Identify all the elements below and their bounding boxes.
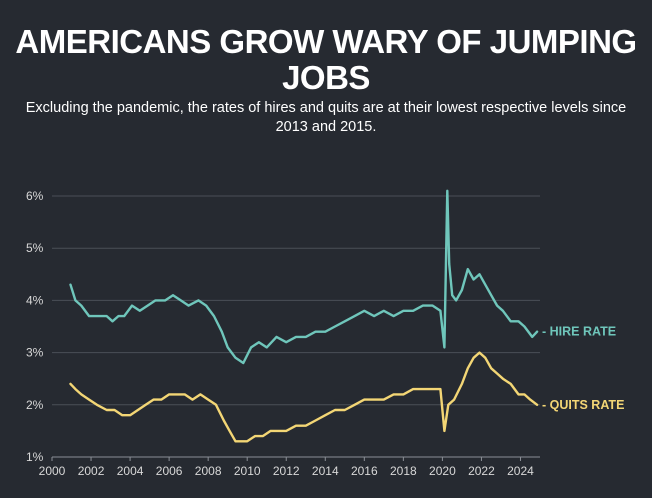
- x-tick-label: 2024: [507, 464, 534, 478]
- y-tick-label: 5%: [26, 241, 44, 255]
- x-tick-label: 2016: [351, 464, 378, 478]
- chart-title: AMERICANS GROW WARY OF JUMPING JOBS: [15, 23, 637, 96]
- x-tick-label: 2012: [273, 464, 300, 478]
- hire-rate-label: - HIRE RATE: [542, 325, 616, 339]
- x-tick-label: 2002: [78, 464, 105, 478]
- y-tick-label: 4%: [26, 293, 44, 307]
- y-tick-label: 3%: [26, 346, 44, 360]
- y-axis: 1% 2% 3% 4% 5% 6%: [26, 189, 44, 464]
- y-tick-label: 1%: [26, 450, 44, 464]
- x-tick-label: 2008: [195, 464, 222, 478]
- x-tick-label: 2010: [234, 464, 261, 478]
- series-labels: - HIRE RATE - QUITS RATE: [542, 325, 624, 412]
- x-axis: 2000 2002 2004 2006 2008 2010 2012 2014 2016 2018…: [39, 457, 534, 478]
- x-tick-label: 2020: [429, 464, 456, 478]
- y-tick-label: 2%: [26, 398, 44, 412]
- chart-subtitle: Excluding the pandemic, the rates of hir…: [25, 100, 627, 135]
- x-tick-label: 2004: [117, 464, 144, 478]
- quits-rate-line: [69, 351, 539, 443]
- x-tick-label: 2000: [39, 464, 66, 478]
- x-tick-label: 2018: [390, 464, 417, 478]
- x-tick-label: 2022: [468, 464, 495, 478]
- hire-rate-line: [69, 189, 539, 365]
- x-tick-label: 2014: [312, 464, 339, 478]
- y-tick-label: 6%: [26, 189, 44, 203]
- quits-rate-label: - QUITS RATE: [542, 398, 624, 412]
- series-lines: [69, 189, 539, 443]
- gridlines: [52, 195, 540, 458]
- x-tick-label: 2006: [156, 464, 183, 478]
